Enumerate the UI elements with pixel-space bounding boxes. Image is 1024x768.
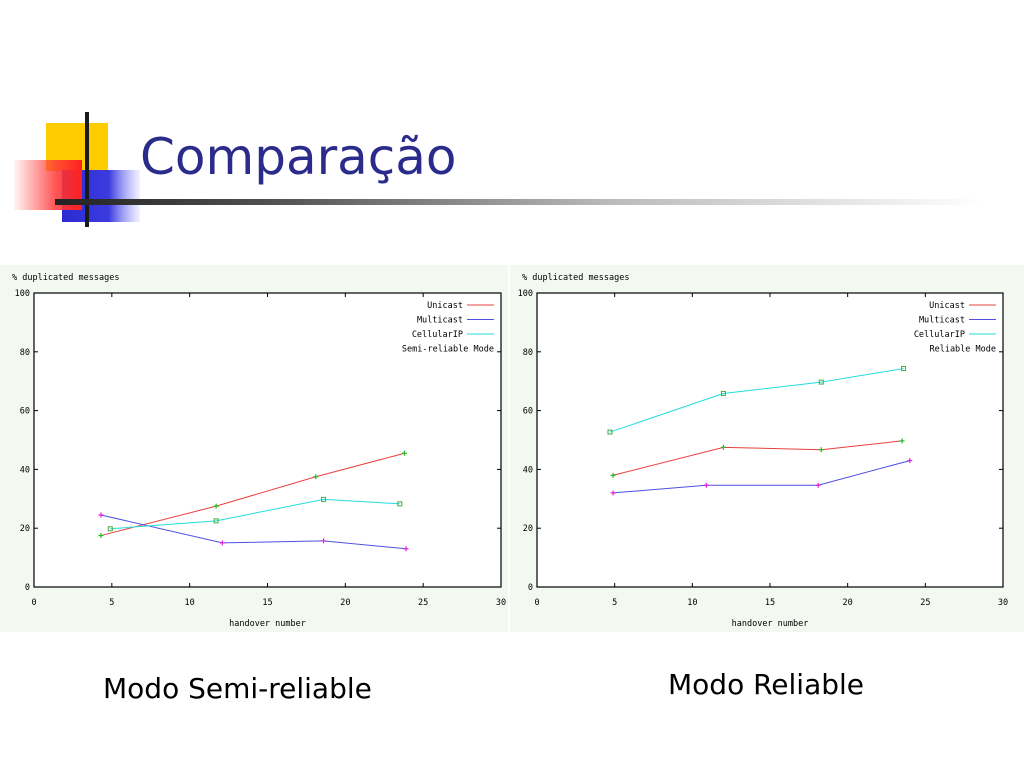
x-tick-label: 5	[612, 598, 617, 608]
data-point-unicast	[213, 503, 219, 509]
data-point-multicast	[219, 540, 225, 546]
x-tick-label: 10	[687, 598, 697, 608]
data-point-multicast	[98, 512, 104, 518]
x-tick-label: 20	[843, 598, 853, 608]
data-point-multicast	[703, 482, 709, 488]
slide-logo	[14, 112, 140, 227]
data-point-cellularip	[321, 496, 327, 502]
caption-reliable: Modo Reliable	[668, 668, 865, 701]
chart-semi-reliable: % duplicated messages 0 20 40 60 80 100 0 5 10 15 2…	[12, 273, 506, 629]
x-tick-label: 10	[185, 598, 195, 608]
series-line-unicast	[612, 440, 903, 476]
x-tick-label: 25	[920, 598, 930, 608]
x-axis-label: handover number	[732, 619, 809, 629]
legend-label-unicast: Unicast	[427, 301, 463, 311]
title-underline	[55, 199, 985, 205]
x-tick-label: 30	[998, 598, 1008, 608]
page-title: Comparação	[140, 128, 457, 186]
y-tick-label: 40	[20, 465, 30, 475]
series-line-unicast	[100, 452, 405, 537]
legend-label-multicast: Multicast	[417, 316, 463, 326]
series-line-cellularip	[110, 498, 400, 530]
chart-panel-reliable: % duplicated messages 0 20 40 60 80 100 0 5 10 15 2…	[510, 265, 1024, 632]
data-point-cellularip	[901, 366, 907, 372]
data-point-unicast	[610, 472, 616, 478]
data-point-unicast	[818, 447, 824, 453]
data-point-cellularip	[818, 379, 824, 385]
data-point-unicast	[98, 533, 104, 539]
y-tick-label: 60	[20, 407, 30, 417]
legend-label-multicast: Multicast	[919, 316, 965, 326]
chart-panel-semi-reliable: % duplicated messages 0 20 40 60 80 100 0 5 10 15 2…	[0, 265, 508, 632]
data-point-cellularip	[107, 526, 113, 532]
y-tick-label: 100	[15, 289, 30, 299]
x-tick-label: 20	[340, 598, 350, 608]
data-point-unicast	[313, 474, 319, 480]
x-tick-label: 30	[496, 598, 506, 608]
y-axis-label: % duplicated messages	[522, 273, 629, 283]
data-point-multicast	[610, 490, 616, 496]
caption-semi-reliable: Modo Semi-reliable	[103, 672, 372, 705]
x-axis-label: handover number	[229, 619, 306, 629]
plot-area	[536, 292, 1004, 588]
y-tick-label: 20	[523, 524, 533, 534]
data-point-unicast	[899, 438, 905, 444]
data-point-multicast	[321, 538, 327, 544]
x-tick-label: 5	[109, 598, 114, 608]
plot-area	[33, 292, 502, 588]
data-point-cellularip	[213, 518, 219, 524]
y-tick-label: 20	[20, 524, 30, 534]
data-point-unicast	[720, 444, 726, 450]
series-line-cellularip	[609, 368, 904, 433]
x-tick-label: 0	[31, 598, 36, 608]
series-line-multicast	[613, 460, 910, 494]
data-point-cellularip	[397, 501, 403, 507]
y-axis-label: % duplicated messages	[12, 273, 119, 283]
x-tick-label: 25	[418, 598, 428, 608]
y-tick-label: 0	[25, 583, 30, 593]
legend-label-unicast: Unicast	[929, 301, 965, 311]
x-tick-label: 0	[534, 598, 539, 608]
y-tick-label: 80	[523, 348, 533, 358]
y-tick-label: 100	[518, 289, 533, 299]
legend-title: Reliable Mode	[929, 345, 996, 355]
logo-vertical-bar	[85, 112, 89, 227]
y-tick-label: 60	[523, 407, 533, 417]
legend-label-cellularip: CellularIP	[412, 330, 463, 340]
y-tick-label: 80	[20, 348, 30, 358]
legend-title: Semi-reliable Mode	[402, 345, 494, 355]
x-tick-label: 15	[262, 598, 272, 608]
data-point-multicast	[907, 458, 913, 464]
data-point-multicast	[403, 546, 409, 552]
data-point-unicast	[401, 450, 407, 456]
y-tick-label: 0	[528, 583, 533, 593]
x-tick-label: 15	[765, 598, 775, 608]
series-line-multicast	[100, 514, 407, 550]
legend-label-cellularip: CellularIP	[914, 330, 965, 340]
chart-reliable: % duplicated messages 0 20 40 60 80 100 0 5 10 15 2…	[518, 273, 1008, 629]
data-point-cellularip	[720, 391, 726, 397]
data-point-cellularip	[607, 429, 613, 435]
data-point-multicast	[815, 482, 821, 488]
y-tick-label: 40	[523, 465, 533, 475]
